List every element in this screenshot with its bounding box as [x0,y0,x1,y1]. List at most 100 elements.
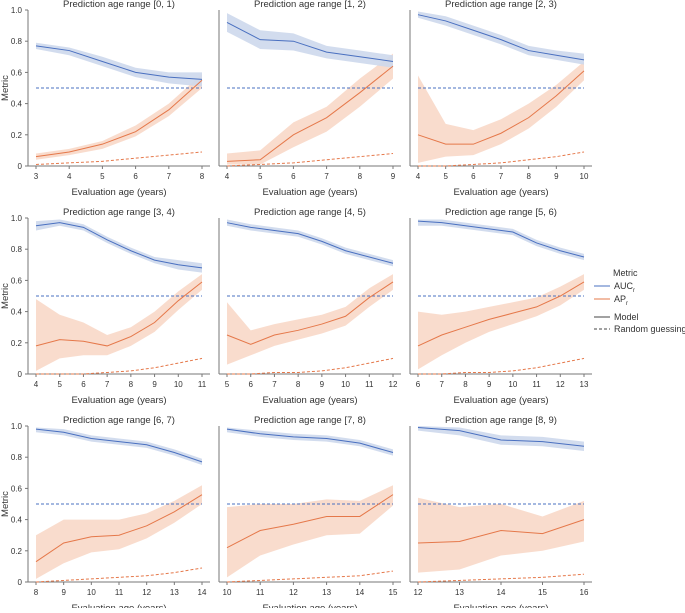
ap-confidence-band [36,485,202,579]
ap-confidence-band [227,53,393,165]
ap-random-line [418,151,585,167]
auc-model-line [35,428,203,463]
x-tick-label: 12 [414,588,423,597]
x-tick-label: 12 [142,588,151,597]
x-tick-label: 6 [81,380,86,389]
x-tick-label: 15 [389,588,398,597]
x-tick-label: 4 [67,172,72,181]
panel-2: Prediction age range [1, 2) 4 5 6 7 8 9 Evaluat… [218,0,401,198]
x-tick-label: 7 [272,380,277,389]
x-tick-label: 5 [225,380,230,389]
x-tick-label: 10 [508,380,517,389]
x-tick-label: 7 [499,172,504,181]
x-tick-label: 10 [580,172,589,181]
x-tick-label: 5 [258,172,263,181]
x-tick-label: 8 [296,380,301,389]
ap-random-line [226,153,394,167]
x-tick-label: 9 [320,380,325,389]
x-tick-label: 12 [389,380,398,389]
auc-model-line [226,428,394,454]
y-axis-label: Metric [0,491,11,517]
ap-random-line [35,151,203,165]
x-tick-label: 13 [580,380,589,389]
x-tick-label: 7 [324,172,329,181]
y-tick-label: 0.2 [11,339,23,348]
x-tick-label: 13 [322,588,331,597]
ap-random-line [36,357,203,375]
legend-title: Metric [613,268,638,278]
ap-model-line [417,519,585,544]
x-tick-label: 9 [152,380,157,389]
ap-confidence-band [36,274,202,371]
x-tick-label: 8 [200,172,205,181]
panel-8: Prediction age range [7, 8) 10 11 12 13 14 15 E… [218,415,401,613]
x-tick-label: 11 [365,380,374,389]
x-tick-label: 12 [289,588,298,597]
ap-confidence-band [418,274,584,370]
auc-confidence-band [227,427,393,456]
y-tick-label: 0.4 [11,100,23,109]
x-tick-label: 4 [416,172,421,181]
panel-title: Prediction age range [3, 4) [63,207,175,218]
x-tick-label: 10 [87,588,96,597]
y-tick-label: 0.8 [11,37,23,46]
auc-model-line [226,22,394,62]
auc-model-line [226,222,394,264]
x-tick-label: 14 [198,588,207,597]
y-tick-label: 1.0 [11,214,23,223]
ap-random-line [227,357,394,375]
x-tick-label: 11 [115,588,124,597]
x-axis-label: Evaluation age (years) [71,603,166,608]
legend-label-subscript: r [626,301,628,307]
auc-confidence-band [418,11,584,65]
legend-label-subscript: r [633,288,635,294]
y-tick-label: 0.4 [11,308,23,317]
auc-confidence-band [418,426,584,451]
x-axis-label: Evaluation age (years) [71,187,166,198]
x-tick-label: 10 [341,380,350,389]
ap-model-line [226,281,394,345]
panel-title: Prediction age range [4, 5) [254,207,366,218]
y-tick-label: 0.6 [11,68,23,77]
ap-confidence-band [418,61,584,163]
x-tick-label: 6 [416,380,421,389]
auc-confidence-band [36,219,202,273]
legend-label-dashed: Random guessing [614,324,685,334]
auc-confidence-band [227,13,393,68]
ap-confidence-band [418,497,584,573]
x-tick-label: 11 [198,380,207,389]
x-tick-label: 5 [100,172,105,181]
ap-random-line [35,567,203,583]
y-axis-label: Metric [0,283,11,309]
ap-model-line [417,70,585,145]
x-tick-label: 4 [34,380,39,389]
x-axis-label: Evaluation age (years) [453,187,548,198]
panel-title: Prediction age range [6, 7) [63,415,175,426]
x-tick-label: 9 [487,380,492,389]
legend-label-text: Random guessing [614,324,685,334]
x-tick-label: 15 [538,588,547,597]
y-tick-label: 0.8 [11,453,23,462]
ap-confidence-band [227,485,393,578]
y-tick-label: 0 [18,578,23,587]
x-tick-label: 13 [170,588,179,597]
panel-title: Prediction age range [1, 2) [254,0,366,10]
y-tick-label: 0 [18,162,23,171]
legend-label-solid: Model [614,312,639,322]
y-tick-label: 0.2 [11,547,23,556]
legend-label-auc: AUCr [614,281,635,294]
x-tick-label: 5 [443,172,448,181]
x-tick-label: 6 [471,172,476,181]
x-tick-label: 7 [439,380,444,389]
x-tick-label: 11 [256,588,265,597]
panel-title: Prediction age range [5, 6) [445,207,557,218]
x-tick-label: 14 [355,588,364,597]
panel-4: Prediction age range [3, 4) 4 5 6 7 8 9 10 11 Eva… [0,207,210,406]
auc-model-line [35,45,203,80]
x-axis-label: Evaluation age (years) [262,603,357,608]
legend-label-text: AP [614,294,626,304]
auc-model-line [417,427,585,447]
y-tick-label: 1.0 [11,422,23,431]
